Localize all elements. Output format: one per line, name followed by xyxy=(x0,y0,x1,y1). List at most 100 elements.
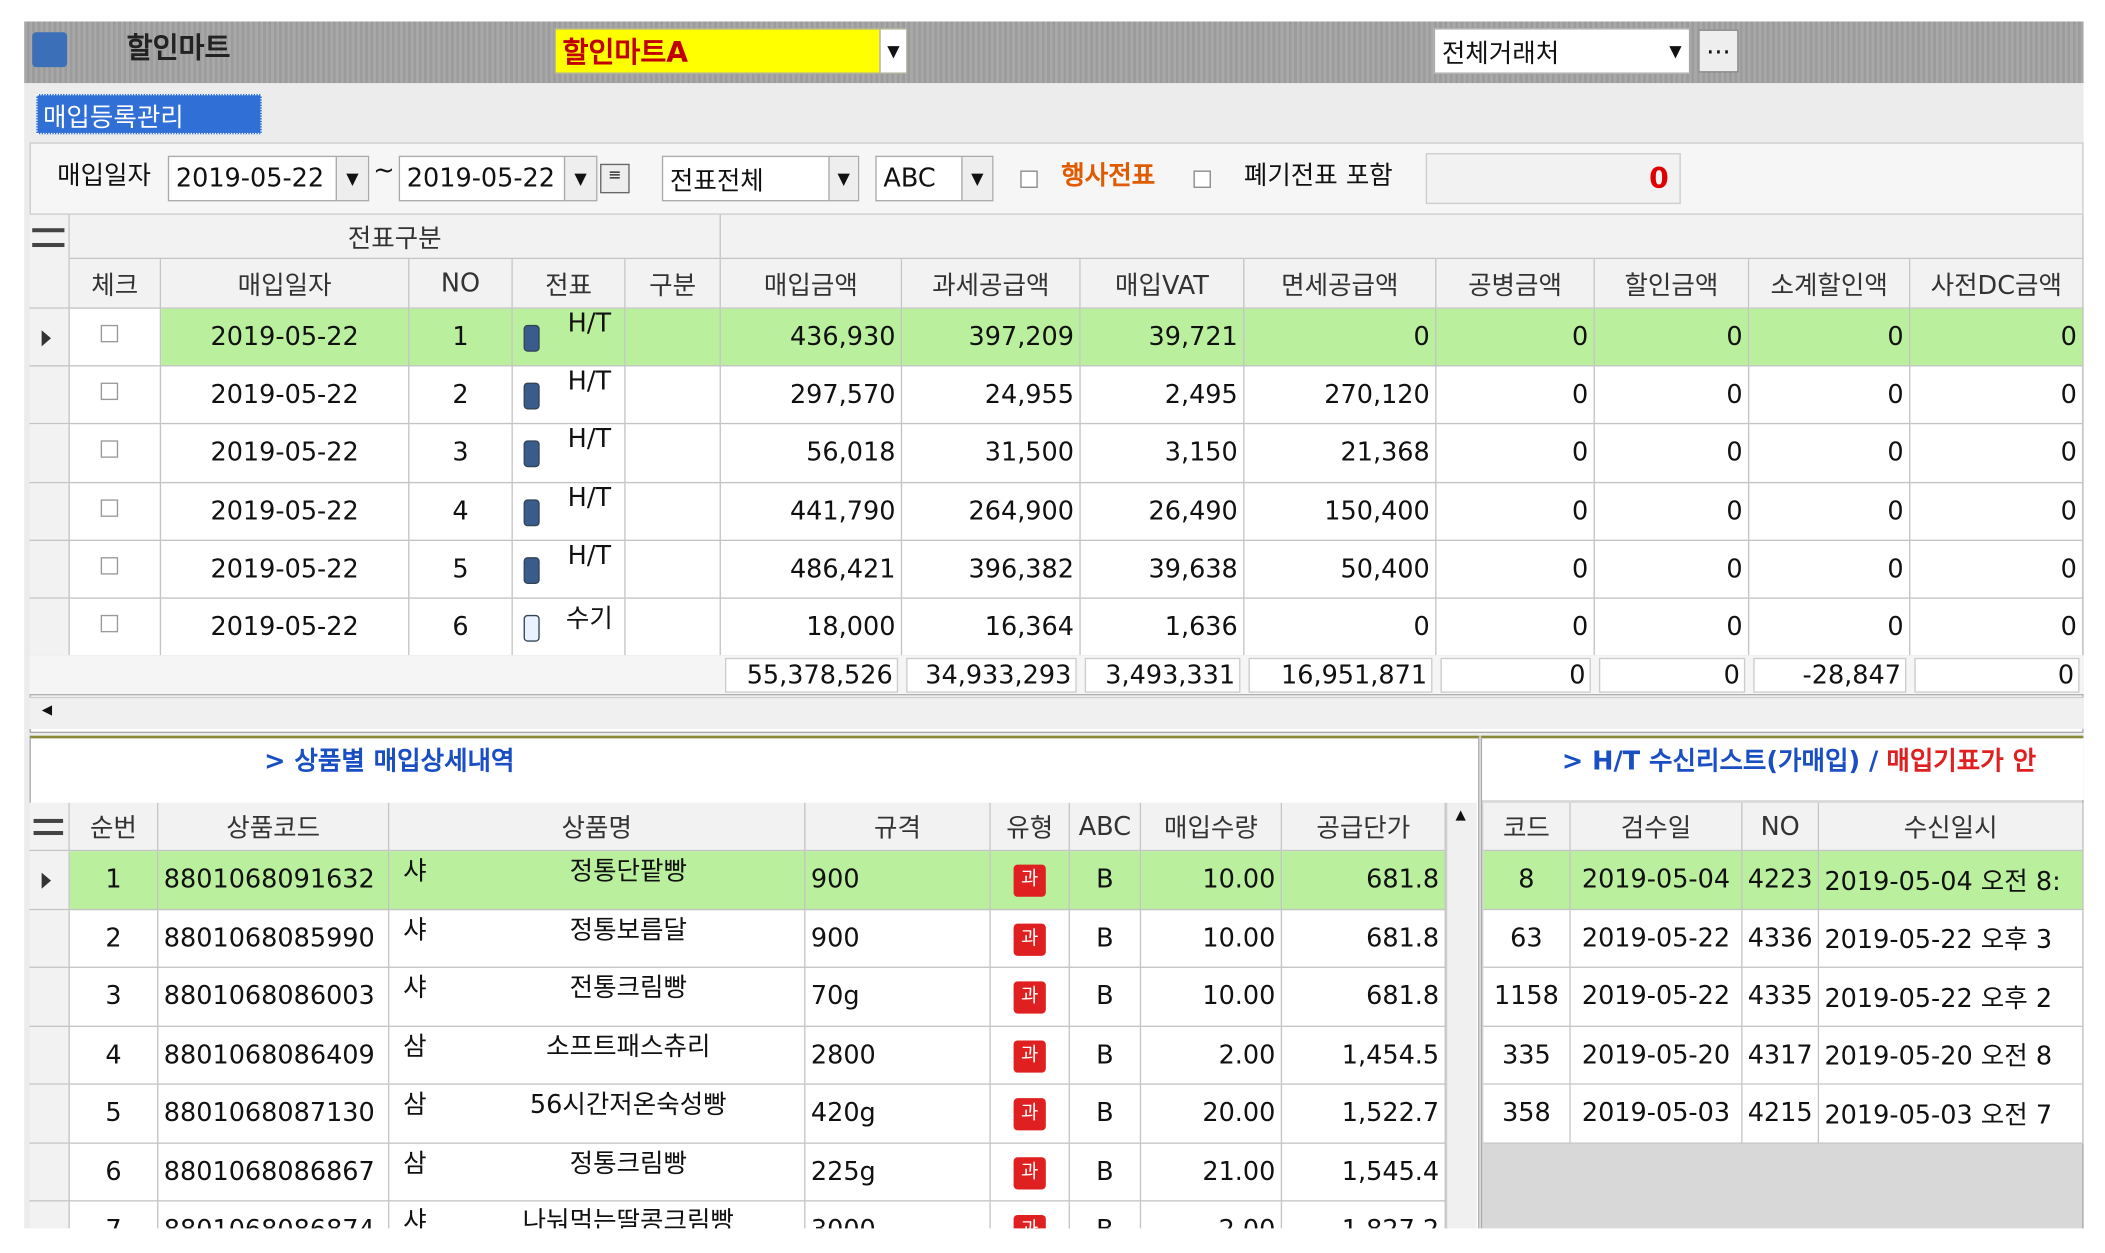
grid-menu[interactable] xyxy=(33,818,64,836)
amount-cell: 0 xyxy=(1910,482,2084,541)
row-checkbox[interactable] xyxy=(100,498,119,517)
type-badge: 과 xyxy=(1013,922,1046,956)
seq-cell: 5 xyxy=(69,1084,159,1144)
seq-cell: 6 xyxy=(69,1143,159,1202)
abc-cell: B xyxy=(1069,1084,1142,1144)
detail-title: > 상품별 매입상세내역 xyxy=(264,746,515,776)
amount-cell: 0 xyxy=(1910,308,2084,367)
type-cell xyxy=(990,1026,1070,1085)
qty-cell: 21.00 xyxy=(1141,1143,1283,1202)
no-cell: 1 xyxy=(409,308,513,367)
column-header: 체크 xyxy=(69,259,162,309)
amount-cell: 0 xyxy=(1594,424,1750,483)
group-header-empty xyxy=(720,214,2084,260)
toolbar xyxy=(24,21,2084,84)
slip-icon xyxy=(523,440,540,468)
row-header xyxy=(29,366,70,425)
row-header xyxy=(29,1143,70,1202)
slip-select[interactable]: 전표전체 xyxy=(661,155,860,202)
seq-cell: 1 xyxy=(69,851,159,910)
total-cell: 3,493,331 xyxy=(1084,657,1241,693)
check-cell xyxy=(69,482,162,541)
dropdown-arrow[interactable]: ▼ xyxy=(1662,29,1689,73)
column-header: 검수일 xyxy=(1570,802,1743,852)
amount-cell: 0 xyxy=(1910,366,2084,425)
column-header: 구분 xyxy=(625,259,721,309)
no-cell: 4317 xyxy=(1742,1026,1820,1085)
tab[interactable]: 매입등록관리 xyxy=(36,93,262,135)
type-cell xyxy=(625,424,721,483)
column-header: NO xyxy=(409,259,513,309)
type-badge: 과 xyxy=(1013,864,1046,897)
ht-title-text: > H/T 수신리스트(가매입) / xyxy=(1561,746,1879,776)
price-cell: 681.8 xyxy=(1282,851,1446,910)
dropdown-arrow[interactable]: ▼ xyxy=(828,157,858,201)
amount-cell: 18,000 xyxy=(720,598,903,657)
slip-cell xyxy=(512,366,626,425)
amount-cell: 0 xyxy=(1244,598,1437,657)
name-prefix: 샤 xyxy=(403,973,427,1003)
amount-cell: 31,500 xyxy=(902,424,1081,483)
type-badge: 과 xyxy=(1013,1098,1046,1131)
amount-cell: 0 xyxy=(1594,598,1750,657)
spec-cell: 2800 xyxy=(805,1026,991,1085)
calendar-button[interactable]: ≡ xyxy=(600,163,630,194)
group-header: 전표구분 xyxy=(69,214,721,260)
name-cell xyxy=(389,1084,806,1144)
dropdown-arrow[interactable]: ▼ xyxy=(335,157,368,201)
event-label: 행사전표 xyxy=(1061,161,1156,191)
amount-cell: 0 xyxy=(1749,540,1911,599)
time-cell: 2019-05-20 오전 8 xyxy=(1819,1026,2084,1085)
slip-type: H/T xyxy=(567,482,612,513)
ht-title: > H/T 수신리스트(가매입) / 매입기표가 안 xyxy=(1510,741,2087,797)
row-checkbox[interactable] xyxy=(100,324,119,343)
check-cell xyxy=(69,308,162,367)
scroll-left[interactable]: ◀ xyxy=(41,703,53,719)
slip-type: 수기 xyxy=(565,604,613,634)
total-cell: 0 xyxy=(1440,657,1591,693)
row-checkbox[interactable] xyxy=(100,382,119,401)
qty-cell: 2.00 xyxy=(1141,1026,1283,1085)
app-icon xyxy=(32,32,68,68)
row-header xyxy=(29,598,70,657)
count-box: 0 xyxy=(1425,153,1681,205)
no-cell: 2 xyxy=(409,366,513,425)
slip-icon xyxy=(523,556,540,584)
vendor-select[interactable]: 전체거래처 xyxy=(1433,28,1689,74)
dropdown-arrow[interactable]: ▼ xyxy=(879,29,907,73)
slip-icon xyxy=(523,382,540,410)
code-cell: 8801068086003 xyxy=(158,967,390,1027)
type-cell xyxy=(990,1084,1070,1144)
slip-icon xyxy=(523,614,540,642)
row-checkbox[interactable] xyxy=(100,614,119,633)
dropdown-arrow[interactable]: ▼ xyxy=(563,157,597,201)
abc-cell: B xyxy=(1069,1026,1142,1085)
grid-menu[interactable] xyxy=(32,228,65,248)
row-checkbox[interactable] xyxy=(100,556,119,575)
checkbox[interactable] xyxy=(1193,170,1211,188)
type-cell xyxy=(625,482,721,541)
amount-cell: 24,955 xyxy=(902,366,1081,425)
slip-icon xyxy=(523,498,540,526)
store-select[interactable]: 할인마트A xyxy=(554,28,907,74)
qty-cell: 10.00 xyxy=(1141,909,1283,968)
dropdown-arrow[interactable]: ▼ xyxy=(961,157,993,201)
ht-title-note: 매입기표가 안 xyxy=(1886,746,2037,776)
scroll-up[interactable]: ▲ xyxy=(1455,808,1466,823)
slip-cell xyxy=(512,540,626,599)
amount-cell: 0 xyxy=(1594,366,1750,425)
row-header xyxy=(29,1084,70,1144)
row-checkbox[interactable] xyxy=(100,440,119,459)
amount-cell: 0 xyxy=(1910,598,2084,657)
slip-type: H/T xyxy=(567,308,612,339)
checkbox[interactable] xyxy=(1020,170,1038,188)
check-cell xyxy=(69,424,162,483)
type-badge: 과 xyxy=(1013,1156,1046,1189)
spec-cell: 70g xyxy=(805,967,991,1027)
tilde: ~ xyxy=(373,155,395,186)
no-cell: 4336 xyxy=(1742,909,1820,968)
amount-cell: 436,930 xyxy=(720,308,903,367)
more-button[interactable]: ... xyxy=(1698,29,1739,73)
type-badge: 과 xyxy=(1013,981,1046,1014)
total-cell: 55,378,526 xyxy=(724,657,899,693)
